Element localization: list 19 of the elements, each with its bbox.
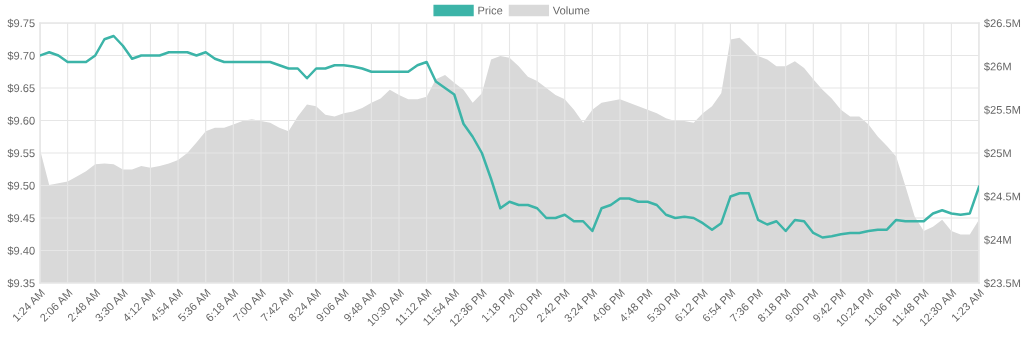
legend-label: Volume bbox=[552, 6, 590, 15]
y-tick-label: $9.40 bbox=[7, 246, 35, 256]
y2-tick-label: $24M bbox=[983, 235, 1011, 245]
y-tick-label: $9.50 bbox=[7, 181, 35, 191]
y2-tick-label: $25.5M bbox=[983, 105, 1021, 115]
legend-label: Price bbox=[478, 6, 503, 15]
y2-tick-label: $25M bbox=[983, 148, 1011, 158]
y-tick-label: $9.70 bbox=[7, 51, 35, 61]
y2-tick-label: $26M bbox=[983, 62, 1011, 72]
y-tick-label: $9.35 bbox=[7, 278, 35, 288]
y-tick-label: $9.65 bbox=[7, 83, 35, 93]
y-tick-label: $9.60 bbox=[7, 116, 35, 126]
y-tick-label: $9.55 bbox=[7, 148, 35, 158]
y-tick-label: $9.75 bbox=[7, 18, 35, 28]
y2-tick-label: $24.5M bbox=[983, 192, 1021, 202]
y2-tick-label: $23.5M bbox=[983, 278, 1021, 288]
line-series bbox=[40, 34, 979, 239]
y-tick-label: $9.45 bbox=[7, 213, 35, 223]
y2-tick-label: $26.5M bbox=[983, 18, 1021, 28]
